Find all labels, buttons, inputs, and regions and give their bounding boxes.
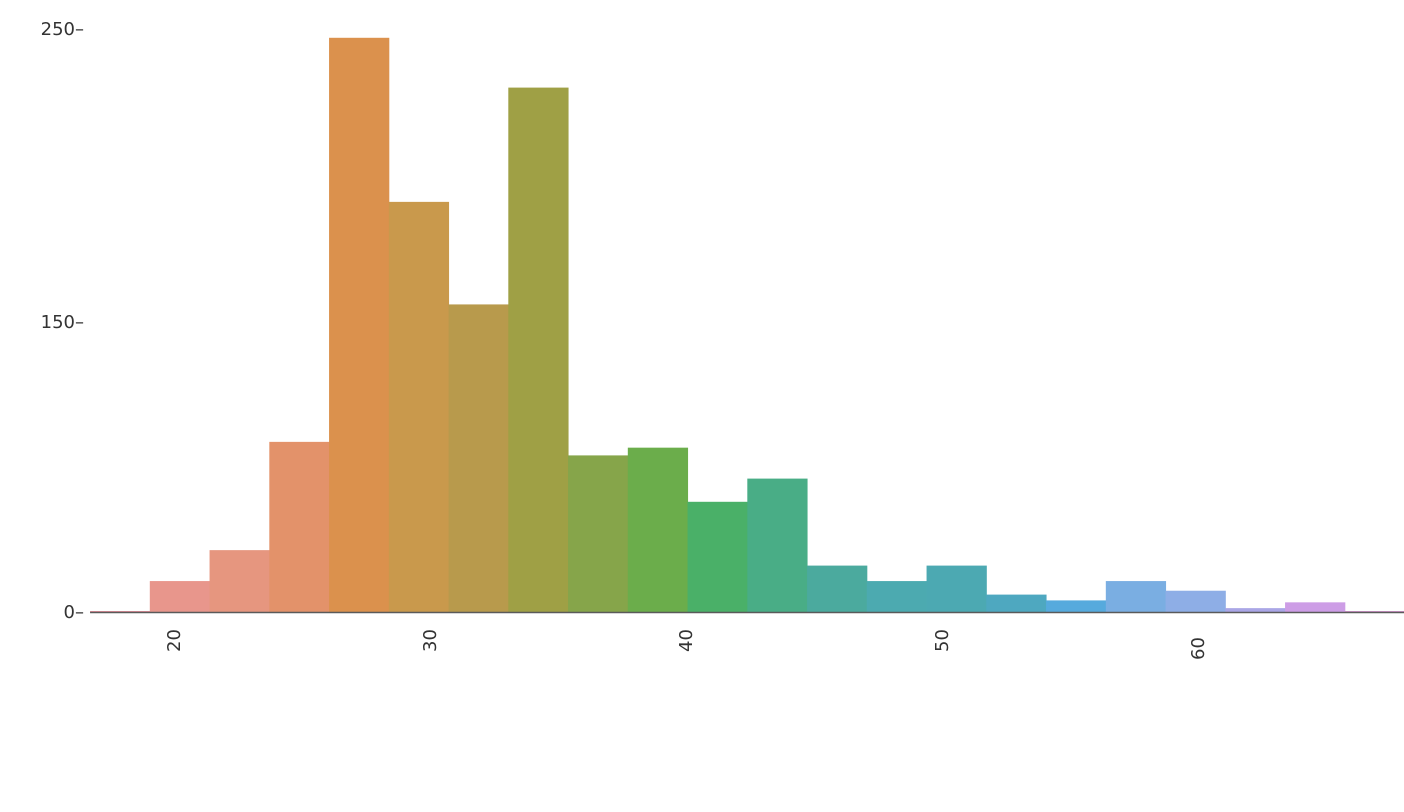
histogram-bar bbox=[627, 447, 689, 612]
histogram-bar bbox=[807, 565, 868, 612]
histogram-bar bbox=[1344, 611, 1404, 612]
histogram-bar bbox=[1225, 608, 1286, 612]
y-tick-label: 150– bbox=[41, 312, 84, 333]
y-axis: 0– 150– 250– bbox=[41, 19, 84, 623]
histogram-bar bbox=[926, 565, 987, 612]
bars-group bbox=[90, 37, 1404, 613]
histogram-bar bbox=[388, 201, 450, 612]
x-tick-label: 40 bbox=[676, 629, 697, 652]
y-tick-label: 0– bbox=[64, 602, 84, 623]
histogram-bar bbox=[329, 37, 390, 613]
histogram-bar bbox=[149, 581, 211, 612]
histogram-bar bbox=[866, 581, 928, 612]
histogram-bar bbox=[1046, 600, 1107, 612]
histogram-bar bbox=[1105, 581, 1167, 612]
histogram-bar bbox=[90, 611, 151, 612]
histogram-bar bbox=[209, 550, 270, 612]
x-tick-label: 60 bbox=[1188, 637, 1209, 660]
histogram-bar bbox=[508, 87, 569, 613]
x-axis: 20 30 40 50 60 bbox=[164, 629, 1209, 660]
x-tick-label: 50 bbox=[932, 629, 953, 652]
histogram-bar bbox=[747, 478, 808, 612]
histogram-bar bbox=[687, 501, 748, 612]
histogram-bar bbox=[1165, 590, 1226, 612]
x-tick-label: 30 bbox=[420, 629, 441, 652]
y-tick-label: 250– bbox=[41, 19, 84, 40]
histogram-bar bbox=[269, 441, 330, 612]
x-tick-label: 20 bbox=[164, 629, 185, 652]
histogram-bar bbox=[986, 594, 1047, 612]
histogram-bar bbox=[448, 304, 509, 612]
histogram-bar bbox=[568, 455, 629, 612]
histogram-bar bbox=[1285, 602, 1346, 612]
